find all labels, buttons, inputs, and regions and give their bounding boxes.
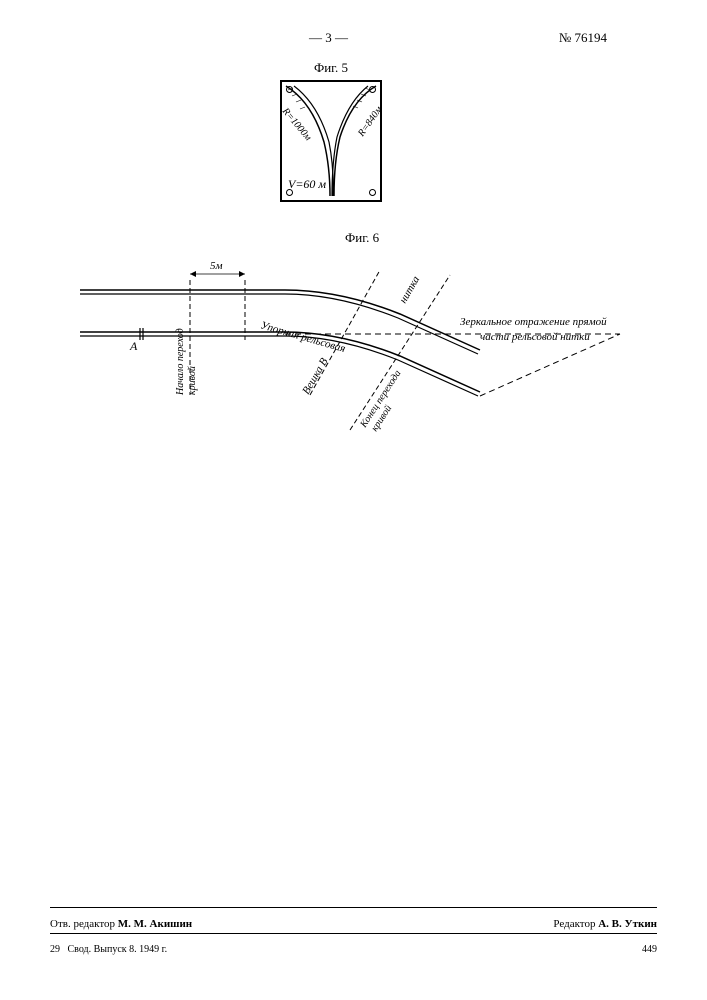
fig6-nitka-label: нитка	[397, 274, 422, 306]
fig6-veshka-label: Вешка В	[300, 356, 330, 397]
sheet-number: 29 Свод. Выпуск 8. 1949 г.	[50, 944, 167, 955]
right-page-number: 449	[642, 944, 657, 955]
footer-divider	[50, 907, 657, 908]
fig6-dim-text: 5м	[210, 260, 223, 272]
figure-5-plate: R=1000м R=840м V=60 м	[280, 80, 382, 202]
fig6-krivoi1-label: кривой	[187, 366, 198, 395]
document-number: № 76194	[559, 30, 607, 46]
fig6-point-a: А	[129, 339, 138, 353]
editor-left: Отв. редактор М. М. Акишин	[50, 918, 192, 930]
fig5-bottom-text: V=60 м	[288, 177, 326, 192]
editor-right-role: Редактор	[553, 918, 595, 930]
fig6-note-line1: Зеркальное отражение прямой	[460, 316, 607, 328]
figure-5: Фиг. 5	[280, 60, 382, 202]
footer-editors: Отв. редактор М. М. Акишин Редактор А. В…	[50, 918, 657, 930]
page: — 3 — № 76194 Фиг. 5	[0, 0, 707, 1000]
figure-6: 5м А Начало переход кривой Вешка В Упорн…	[60, 250, 660, 510]
fig6-nachalo-label: Начало переход	[175, 328, 186, 396]
page-number: — 3 —	[309, 30, 348, 46]
editor-left-name: М. М. Акишин	[118, 918, 192, 930]
footer-line2	[50, 933, 657, 934]
editor-right-name: А. В. Уткин	[598, 918, 657, 930]
footer-print-info: 29 Свод. Выпуск 8. 1949 г. 449	[50, 944, 657, 955]
editor-right: Редактор А. В. Уткин	[553, 918, 657, 930]
fig6-note-line2: части рельсовой нитки	[480, 331, 590, 343]
editor-left-role: Отв. редактор	[50, 918, 115, 930]
figure-6-label: Фиг. 6	[345, 230, 379, 246]
figure-5-label: Фиг. 5	[280, 60, 382, 76]
